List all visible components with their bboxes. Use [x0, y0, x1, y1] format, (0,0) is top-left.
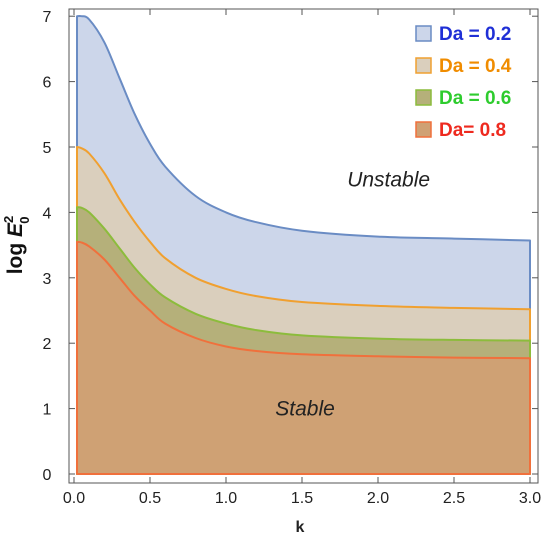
y-tick-label: 3: [43, 271, 52, 288]
y-tick-label: 7: [43, 9, 52, 26]
legend-swatch-1: [415, 25, 432, 42]
legend: Da = 0.2 Da = 0.4 Da = 0.6 Da= 0.8: [415, 24, 512, 141]
x-tick-label: 2.0: [367, 490, 389, 507]
legend-swatch-3: [415, 89, 432, 106]
y-tick-label: 4: [43, 205, 52, 222]
legend-swatch-2: [415, 57, 432, 74]
x-ticks: 0.0 0.5 1.0 1.5 2.0 2.5 3.0: [63, 9, 541, 507]
y-axis-label: log E20: [1, 216, 32, 275]
x-tick-label: 0.5: [139, 490, 161, 507]
x-tick-label: 1.5: [291, 490, 313, 507]
y-tick-label: 0: [43, 467, 52, 484]
legend-label-3: Da = 0.6: [439, 88, 511, 109]
y-ticks: 0 1 2 3 4 5 6 7: [43, 9, 538, 484]
annotation-unstable: Unstable: [347, 169, 430, 192]
legend-swatch-4: [415, 121, 432, 138]
x-tick-label: 3.0: [519, 490, 541, 507]
y-tick-label: 2: [43, 336, 52, 353]
annotation-stable: Stable: [275, 398, 335, 421]
legend-label-2: Da = 0.4: [439, 56, 512, 77]
y-tick-label: 1: [43, 402, 52, 419]
x-tick-label: 2.5: [443, 490, 465, 507]
series-area-4: [76, 240, 531, 475]
series-areas: [76, 14, 531, 475]
annotations: Unstable Stable: [275, 169, 430, 421]
y-tick-label: 5: [43, 140, 52, 157]
legend-label-4: Da= 0.8: [439, 120, 506, 141]
x-tick-label: 1.0: [215, 490, 237, 507]
plot-frame: [68, 8, 539, 484]
legend-label-1: Da = 0.2: [439, 24, 511, 45]
x-tick-label: 0.0: [63, 490, 85, 507]
axes: [68, 8, 539, 484]
y-tick-label: 6: [43, 75, 52, 92]
x-axis-label: k: [296, 519, 305, 536]
